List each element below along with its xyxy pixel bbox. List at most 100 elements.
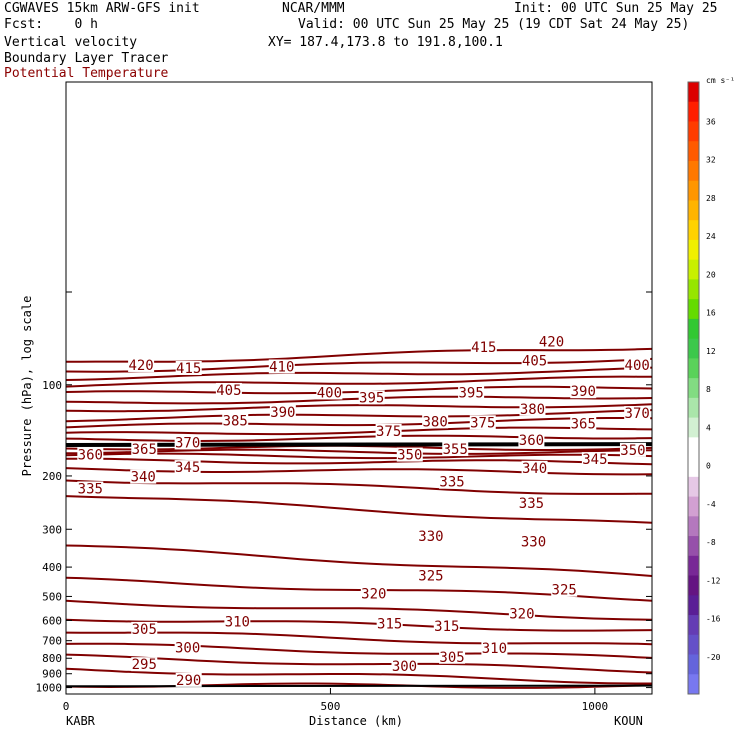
x-tick-label: 0 <box>63 700 70 713</box>
contour-label: 375 <box>470 415 495 431</box>
contour-label: 405 <box>216 383 241 399</box>
y-tick-label: 600 <box>42 614 62 627</box>
isentrope-350 <box>66 457 653 466</box>
colorbar-swatch <box>688 358 699 379</box>
contour-label: 360 <box>519 433 544 449</box>
contour-label-bg <box>128 357 155 372</box>
contour-label-bg <box>439 474 466 489</box>
contour-label: 410 <box>269 359 294 375</box>
contour-label-bg <box>224 614 251 629</box>
colorbar-tick-label: 16 <box>706 309 716 318</box>
right-endpoint-label: KOUN <box>614 714 643 728</box>
colorbar-swatch <box>688 457 699 478</box>
colorbar-swatch <box>688 101 699 122</box>
contour-label-bg <box>222 413 249 428</box>
contour-label-bg <box>175 360 202 375</box>
x-axis-label: Distance (km) <box>309 714 403 728</box>
contour-label-bg <box>174 460 201 475</box>
colorbar-swatch <box>688 516 699 537</box>
isentrope-410 <box>65 366 653 381</box>
contour-label: 350 <box>397 448 422 464</box>
isentrope-330 <box>65 544 653 577</box>
contour-label: 380 <box>520 402 545 418</box>
contour-label: 335 <box>78 481 103 497</box>
left-endpoint-label: KABR <box>66 714 96 728</box>
contour-label: 400 <box>625 358 650 374</box>
contour-label: 345 <box>582 452 607 468</box>
colorbar-swatch <box>688 496 699 517</box>
contour-label-bg <box>77 447 104 462</box>
contour-label-bg <box>519 401 546 416</box>
contour-label-bg <box>269 405 296 420</box>
model-title: CGWAVES 15km ARW-GFS init <box>4 1 200 16</box>
contour-label: 305 <box>439 650 464 666</box>
contour-label: 340 <box>522 461 547 477</box>
contour-label-bg <box>508 606 535 621</box>
isentrope-420 <box>65 347 653 363</box>
isentrope-375 <box>65 426 653 436</box>
colorbar-swatch <box>688 318 699 340</box>
contour-label-bg <box>481 641 508 656</box>
contour-label-bg <box>624 357 651 372</box>
contour-label: 300 <box>392 659 417 675</box>
contour-label: 310 <box>482 641 507 657</box>
y-tick-label: 300 <box>42 523 62 536</box>
contour-label: 305 <box>132 622 157 638</box>
field-potential-temperature: Potential Temperature <box>4 66 169 81</box>
contour-label-bg <box>470 339 497 354</box>
contour-label-bg <box>268 359 295 374</box>
colorbar-swatch <box>688 615 699 636</box>
contour-label: 330 <box>418 529 443 545</box>
contour-label: 325 <box>552 583 577 599</box>
colorbar-swatch <box>688 575 699 596</box>
colorbar-swatch <box>688 160 699 182</box>
contour-label-bg <box>520 534 547 549</box>
colorbar-swatch <box>688 536 699 557</box>
colorbar-swatch <box>688 121 699 142</box>
y-tick-label: 800 <box>42 652 62 665</box>
colorbar-tick-label: 36 <box>706 117 716 126</box>
contour-label: 340 <box>131 470 156 486</box>
isentrope-310 <box>65 631 653 646</box>
contour-label-bg <box>538 334 565 349</box>
contour-label-bg <box>433 618 460 633</box>
y-tick-label: 200 <box>42 470 62 483</box>
colorbar-swatch <box>688 555 699 577</box>
contour-label: 335 <box>439 475 464 491</box>
contour-label: 360 <box>78 448 103 464</box>
contour-label-bg <box>376 616 403 631</box>
colorbar-swatch <box>688 417 699 438</box>
contour-label: 395 <box>458 385 483 401</box>
contour-label-bg <box>391 659 418 674</box>
contour-label: 415 <box>471 340 496 356</box>
colorbar-swatch <box>688 299 699 320</box>
colorbar-border <box>687 81 700 695</box>
contour-label-bg <box>375 423 402 438</box>
contour-label-bg <box>518 432 545 447</box>
colorbar-tick-label: 0 <box>706 462 711 471</box>
contour-label-bg <box>360 586 387 601</box>
contour-label-bg <box>175 672 202 687</box>
colorbar-swatch <box>688 239 699 261</box>
colorbar-swatch <box>688 279 699 300</box>
contour-label: 390 <box>270 405 295 421</box>
contour-label: 315 <box>377 617 402 633</box>
isentrope-385 <box>65 409 653 423</box>
colorbar-swatch <box>688 654 699 675</box>
colorbar-tick-label: 32 <box>706 156 716 165</box>
isentrope-380 <box>65 417 653 429</box>
contour-label: 370 <box>175 435 200 451</box>
colorbar-swatch <box>688 674 699 695</box>
y-axis-label: Pressure (hPa), log scale <box>20 296 34 477</box>
y-tick-label: 500 <box>42 590 62 603</box>
contour-label-bg <box>417 568 444 583</box>
field-boundary-layer-tracer: Boundary Layer Tracer <box>4 51 169 66</box>
isentrope-405 <box>65 375 653 388</box>
colorbar-swatch <box>688 378 699 399</box>
contour-label: 355 <box>443 442 468 458</box>
x-tick-label: 500 <box>321 700 341 713</box>
contour-label-bg <box>581 452 608 467</box>
colorbar-swatch <box>688 476 699 498</box>
